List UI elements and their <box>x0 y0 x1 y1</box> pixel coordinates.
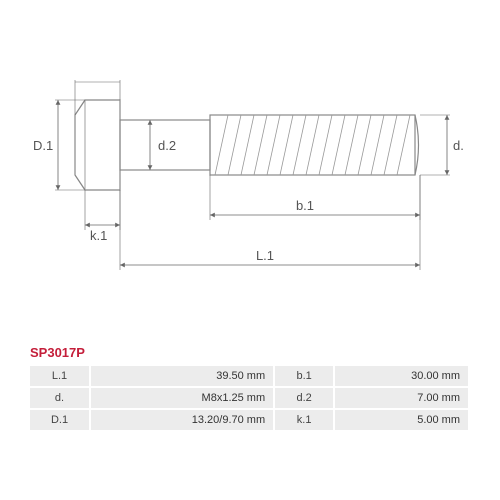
table-row: L.1 39.50 mm b.1 30.00 mm <box>30 366 469 387</box>
spec-value: 5.00 mm <box>334 409 469 431</box>
label-b1: b.1 <box>296 198 314 213</box>
spec-label: b.1 <box>274 366 334 387</box>
spec-label: D.1 <box>30 409 90 431</box>
bolt-diagram: D.1 d.2 d. k.1 b.1 L.1 <box>30 60 470 300</box>
spec-label: k.1 <box>274 409 334 431</box>
label-D1: D.1 <box>33 138 53 153</box>
label-k1: k.1 <box>90 228 107 243</box>
table-row: d. M8x1.25 mm d.2 7.00 mm <box>30 387 469 409</box>
spec-value: M8x1.25 mm <box>90 387 274 409</box>
spec-value: 30.00 mm <box>334 366 469 387</box>
label-d: d. <box>453 138 464 153</box>
spec-label: L.1 <box>30 366 90 387</box>
spec-label: d. <box>30 387 90 409</box>
part-code: SP3017P <box>30 345 470 360</box>
spec-value: 39.50 mm <box>90 366 274 387</box>
spec-table: L.1 39.50 mm b.1 30.00 mm d. M8x1.25 mm … <box>30 366 470 432</box>
label-d2: d.2 <box>158 138 176 153</box>
spec-value: 13.20/9.70 mm <box>90 409 274 431</box>
spec-value: 7.00 mm <box>334 387 469 409</box>
table-row: D.1 13.20/9.70 mm k.1 5.00 mm <box>30 409 469 431</box>
label-L1: L.1 <box>256 248 274 263</box>
spec-label: d.2 <box>274 387 334 409</box>
